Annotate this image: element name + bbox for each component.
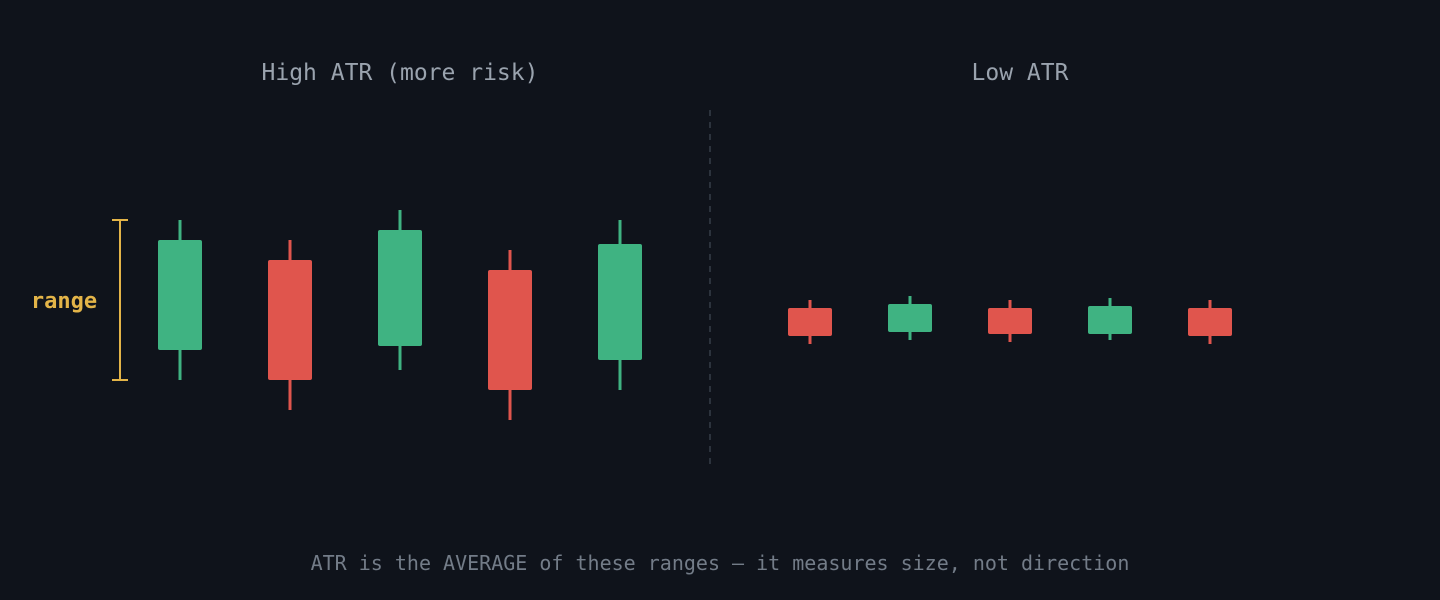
candle-body [268, 260, 312, 380]
candle-body [378, 230, 422, 346]
low-atr-candles [788, 296, 1232, 344]
candle-body [1188, 308, 1232, 336]
candle-bullish [888, 296, 932, 340]
candle-body [598, 244, 642, 360]
low-atr-title: Low ATR [972, 60, 1069, 86]
candle-bearish [268, 240, 312, 410]
range-bracket [112, 219, 128, 381]
candle-body [158, 240, 202, 350]
candle-body [988, 308, 1032, 334]
candle-bearish [1188, 300, 1232, 344]
candle-bullish [598, 220, 642, 390]
candle-bullish [1088, 298, 1132, 340]
candle-bearish [488, 250, 532, 420]
candle-body [1088, 306, 1132, 334]
range-label: range [31, 289, 97, 314]
high-atr-title: High ATR (more risk) [262, 60, 539, 86]
candle-body [888, 304, 932, 332]
candle-bearish [988, 300, 1032, 342]
candle-bullish [378, 210, 422, 370]
footer-caption: ATR is the AVERAGE of these ranges — it … [311, 551, 1130, 575]
candle-bearish [788, 300, 832, 344]
candle-body [488, 270, 532, 390]
candle-bullish [158, 220, 202, 380]
high-atr-candles [158, 210, 642, 420]
candle-body [788, 308, 832, 336]
